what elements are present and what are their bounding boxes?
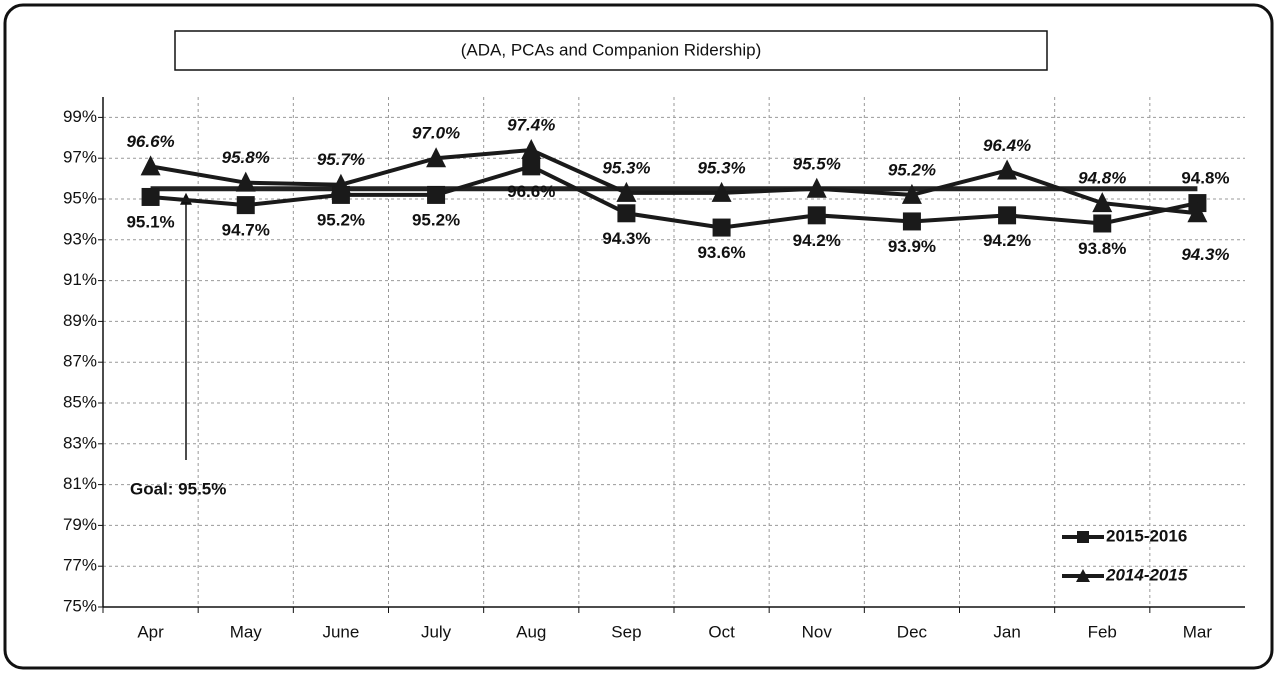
y-tick-label: 89% — [63, 311, 97, 330]
data-label: 97.0% — [412, 124, 460, 143]
data-label: 93.9% — [888, 237, 936, 256]
data-label: 94.2% — [983, 231, 1031, 250]
data-label: 96.4% — [983, 136, 1031, 155]
triangle-marker — [235, 171, 256, 192]
y-tick-label: 79% — [63, 515, 97, 534]
data-label: 94.2% — [793, 231, 841, 250]
square-marker — [998, 206, 1017, 225]
legend-label: 2015-2016 — [1106, 526, 1187, 545]
data-label: 95.1% — [126, 212, 174, 231]
data-label: 93.8% — [1078, 239, 1126, 258]
legend-label: 2014-2015 — [1105, 565, 1188, 584]
x-tick-label: Oct — [708, 622, 735, 641]
frame — [3, 3, 1274, 670]
x-tick-label: Jan — [993, 622, 1020, 641]
x-tick-label: Nov — [802, 622, 833, 641]
data-label: 95.2% — [317, 210, 365, 229]
series-line — [150, 148, 1198, 216]
y-tick-label: 93% — [63, 229, 97, 248]
legend-marker — [1077, 531, 1089, 543]
x-tick-label: May — [230, 622, 263, 641]
square-marker — [617, 204, 636, 223]
y-tick-label: 99% — [63, 107, 97, 126]
triangle-marker — [711, 181, 732, 202]
x-tick-label: Aug — [516, 622, 546, 641]
y-tick-label: 95% — [63, 188, 97, 207]
data-label: 94.3% — [1181, 245, 1229, 264]
data-label: 97.4% — [507, 116, 555, 135]
data-label: 94.7% — [222, 221, 270, 240]
square-marker — [712, 218, 731, 237]
triangle-marker — [1092, 192, 1113, 213]
data-label: 95.2% — [412, 210, 460, 229]
data-label: 95.7% — [317, 150, 365, 169]
data-label: 94.8% — [1078, 169, 1126, 188]
triangle-marker — [901, 183, 922, 204]
x-tick-label: Apr — [137, 622, 164, 641]
square-marker — [1093, 214, 1112, 233]
y-tick-label: 77% — [63, 556, 97, 575]
square-marker — [141, 187, 160, 206]
chart-title: (ADA, PCAs and Companion Ridership) — [461, 40, 761, 59]
legend-marker — [1076, 569, 1090, 582]
square-marker — [902, 212, 921, 231]
y-tick-label: 97% — [63, 148, 97, 167]
title-box — [174, 30, 1048, 71]
data-label: 96.6% — [507, 182, 555, 201]
y-tick-label: 85% — [63, 392, 97, 411]
square-marker — [807, 206, 826, 225]
x-tick-label: Dec — [897, 622, 928, 641]
data-label: 93.6% — [697, 243, 745, 262]
triangle-marker — [140, 155, 161, 176]
triangle-marker — [1187, 202, 1208, 223]
y-tick-label: 81% — [63, 474, 97, 493]
x-tick-label: July — [421, 622, 452, 641]
data-label: 95.5% — [793, 154, 841, 173]
triangle-marker — [616, 181, 637, 202]
triangle-marker — [806, 177, 827, 198]
data-label: 94.3% — [602, 229, 650, 248]
data-label: 96.6% — [126, 132, 174, 151]
x-tick-label: June — [322, 622, 359, 641]
y-tick-label: 75% — [63, 596, 97, 615]
square-marker — [236, 196, 255, 215]
data-label: 94.8% — [1181, 169, 1229, 188]
x-tick-label: Feb — [1088, 622, 1117, 641]
y-tick-label: 91% — [63, 270, 97, 289]
triangle-marker — [997, 159, 1018, 180]
data-label: 95.2% — [888, 160, 936, 179]
data-label: 95.8% — [222, 148, 270, 167]
triangle-marker — [521, 139, 542, 160]
triangle-marker — [330, 173, 351, 194]
data-label: 95.3% — [602, 158, 650, 177]
triangle-marker — [426, 147, 447, 168]
y-tick-label: 83% — [63, 433, 97, 452]
x-tick-label: Sep — [611, 622, 641, 641]
series-line — [150, 164, 1198, 230]
square-marker — [522, 157, 541, 176]
data-label: 95.3% — [697, 158, 745, 177]
x-tick-label: Mar — [1183, 622, 1213, 641]
y-tick-label: 87% — [63, 352, 97, 371]
square-marker — [427, 185, 446, 204]
goal-label: Goal: 95.5% — [130, 479, 226, 498]
